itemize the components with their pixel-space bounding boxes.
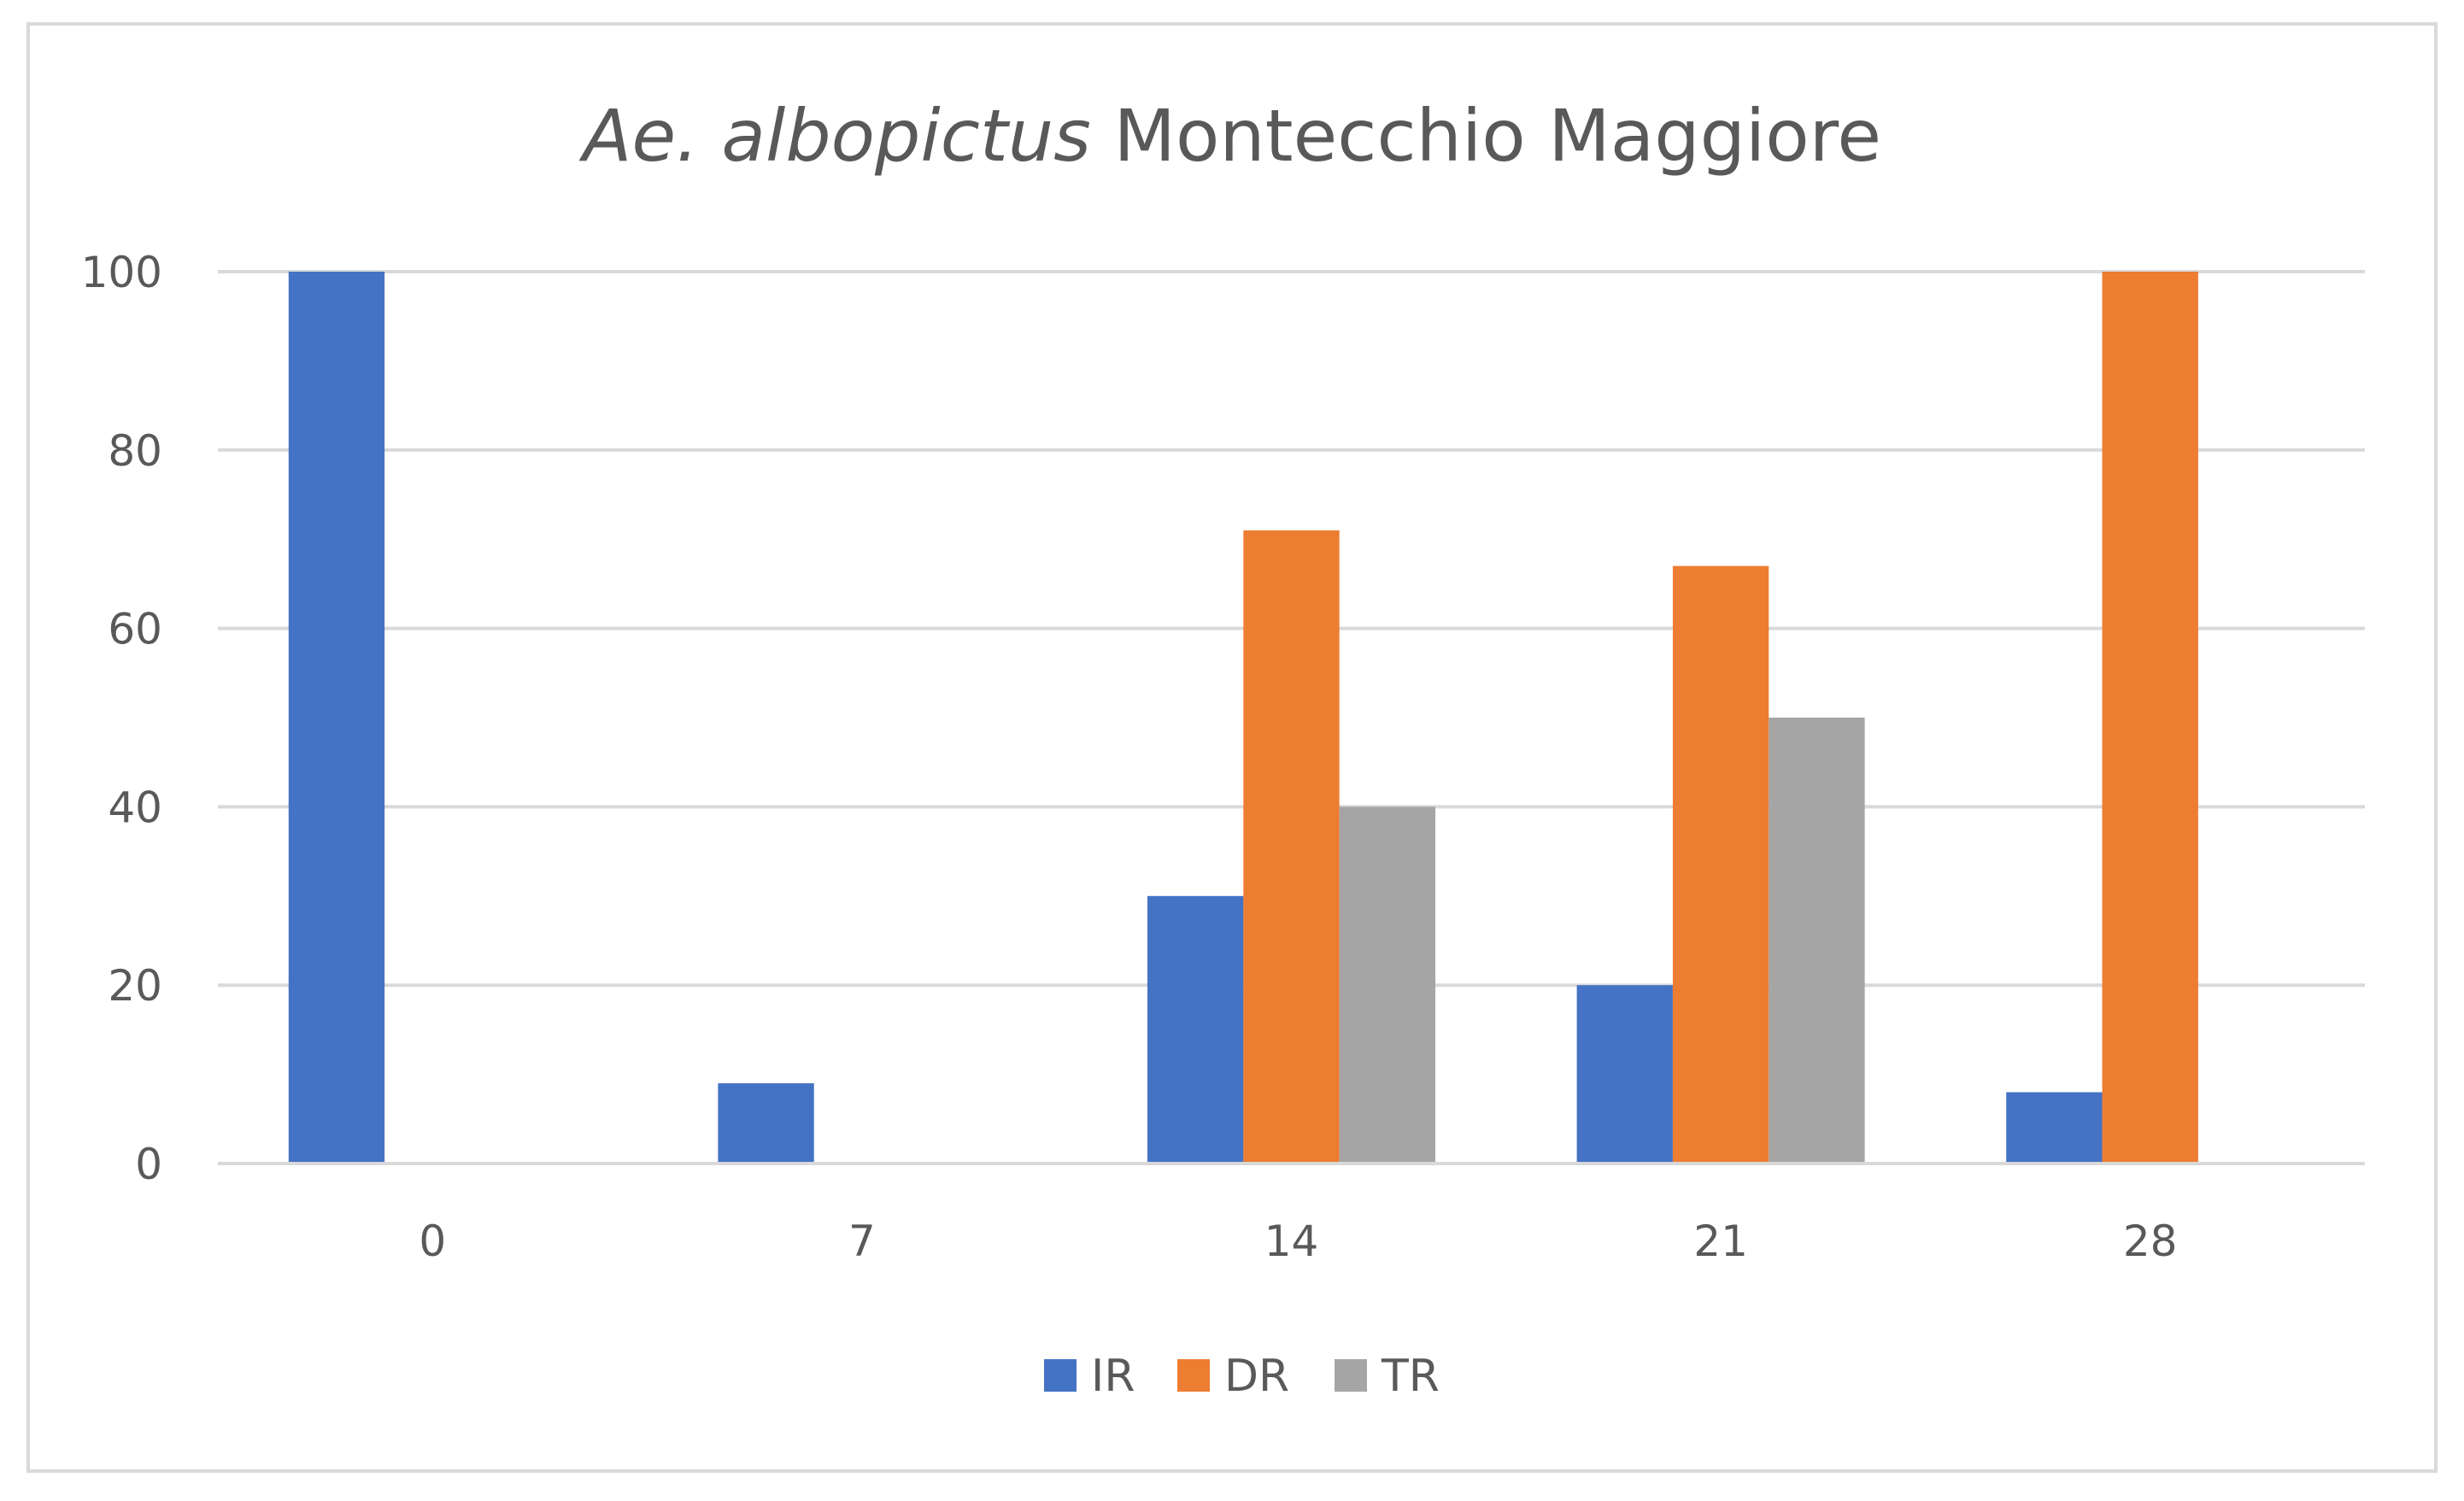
y-tick-label: 20 (108, 961, 162, 1011)
chart-title-italic: Ae. albopictus (578, 94, 1091, 178)
x-tick-label: 21 (1693, 1217, 1748, 1266)
legend-swatch-tr (1335, 1359, 1367, 1392)
bar-ir-14 (1147, 895, 1244, 1164)
y-tick-label: 40 (108, 783, 162, 832)
y-tick-label: 60 (108, 605, 162, 654)
x-tick-label: 14 (1264, 1217, 1319, 1266)
y-tick-label: 80 (108, 426, 162, 476)
bar-ir-7 (718, 1083, 814, 1164)
chart-title-rest: Montecchio Maggiore (1091, 94, 1881, 178)
axes: 0 20 40 60 80 100 0 7 14 21 28 (81, 248, 2365, 1266)
bar-dr-28 (2102, 272, 2198, 1164)
legend-label-ir: IR (1091, 1351, 1135, 1402)
bars (288, 272, 2198, 1164)
x-tick-label: 28 (2123, 1217, 2178, 1266)
bar-ir-21 (1576, 985, 1673, 1164)
bar-ir-0 (288, 272, 385, 1164)
chart-title: Ae. albopictus Montecchio Maggiore (578, 94, 1881, 178)
bar-tr-21 (1769, 718, 1865, 1164)
legend-swatch-dr (1177, 1359, 1210, 1392)
bar-dr-21 (1672, 566, 1769, 1164)
y-tick-label: 100 (81, 248, 162, 297)
legend-label-tr: TR (1381, 1351, 1440, 1402)
y-tick-label: 0 (135, 1140, 162, 1189)
bar-tr-14 (1339, 806, 1435, 1164)
bar-ir-28 (2006, 1092, 2103, 1164)
x-tick-label: 0 (419, 1217, 446, 1266)
bar-dr-14 (1243, 530, 1340, 1164)
x-tick-label: 7 (848, 1217, 876, 1266)
chart-frame (26, 22, 2438, 1473)
legend: IR DR TR (1044, 1351, 1440, 1402)
legend-swatch-ir (1044, 1359, 1077, 1392)
legend-label-dr: DR (1224, 1351, 1289, 1402)
